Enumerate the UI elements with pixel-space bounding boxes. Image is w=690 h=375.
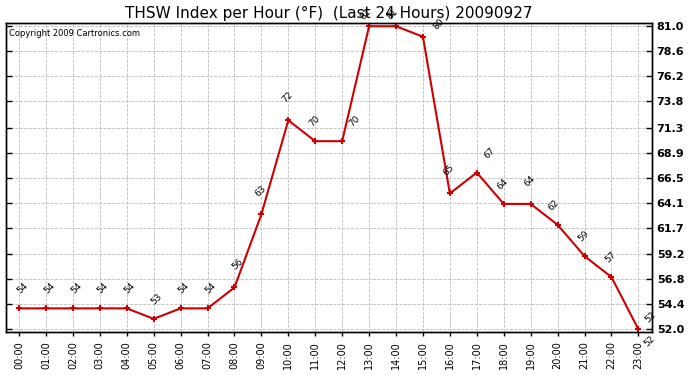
Text: 67: 67 [482,146,497,160]
Text: 54: 54 [69,282,83,296]
Text: 54: 54 [96,282,110,296]
Text: 70: 70 [348,114,362,129]
Text: 80: 80 [431,17,446,32]
Text: 54: 54 [42,282,57,296]
Text: 54: 54 [204,282,218,296]
Text: 81: 81 [385,6,400,21]
Text: 57: 57 [603,250,618,264]
Text: 52: 52 [644,310,658,324]
Text: 53: 53 [150,292,164,306]
Text: 81: 81 [358,6,373,21]
Text: 52: 52 [642,334,657,348]
Text: 70: 70 [307,114,322,129]
Title: THSW Index per Hour (°F)  (Last 24 Hours) 20090927: THSW Index per Hour (°F) (Last 24 Hours)… [125,6,533,21]
Text: 54: 54 [15,282,30,296]
Text: Copyright 2009 Cartronics.com: Copyright 2009 Cartronics.com [9,29,140,38]
Text: 54: 54 [177,282,191,296]
Text: 72: 72 [280,90,295,105]
Text: 64: 64 [495,177,510,191]
Text: 64: 64 [522,174,537,188]
Text: 65: 65 [442,163,456,178]
Text: 63: 63 [253,184,268,199]
Text: 59: 59 [576,229,591,244]
Text: 56: 56 [230,257,245,272]
Text: 54: 54 [123,282,137,296]
Text: 62: 62 [546,198,561,212]
